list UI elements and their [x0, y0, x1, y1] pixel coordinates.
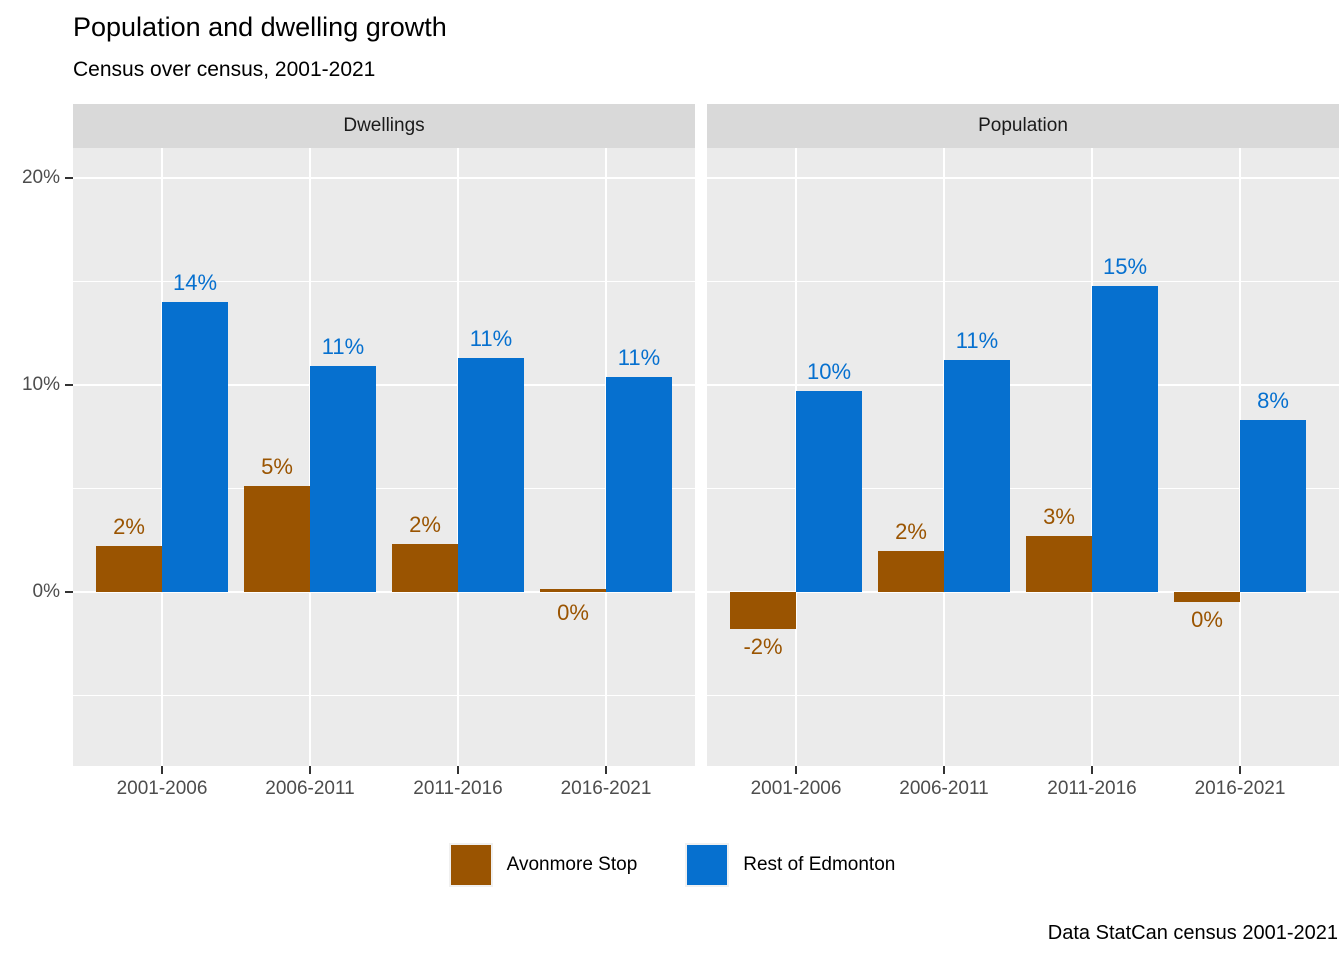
bar-rest-of-edmonton: [796, 391, 862, 592]
bar-avonmore-stop: [1174, 592, 1240, 603]
bar-rest-of-edmonton: [458, 358, 524, 592]
bar-value-label: 11%: [617, 344, 661, 370]
x-axis-label: 2011-2016: [413, 778, 503, 799]
x-axis-tick: [457, 766, 459, 774]
y-axis-tick: [65, 591, 73, 593]
bar-value-label: 14%: [172, 270, 218, 296]
bar-avonmore-stop: [540, 589, 606, 592]
bar-avonmore-stop: [1026, 536, 1092, 592]
bar-value-label: 10%: [806, 359, 852, 385]
gridline-major: [73, 177, 695, 179]
chart-caption: Data StatCan census 2001-2021: [1047, 922, 1338, 944]
chart-subtitle: Census over census, 2001-2021: [73, 58, 376, 81]
bar-value-label: 3%: [1043, 504, 1075, 530]
bar-avonmore-stop: [392, 544, 458, 592]
gridline-minor: [73, 694, 695, 697]
x-axis-tick: [943, 766, 945, 774]
bar-value-label: 11%: [469, 326, 513, 352]
x-axis-label: 2016-2021: [560, 778, 652, 799]
gridline-major: [73, 384, 695, 386]
x-axis-label: 2006-2011: [899, 778, 989, 799]
gridline-minor: [707, 487, 1339, 490]
legend-label: Rest of Edmonton: [743, 854, 896, 875]
bar-value-label: 11%: [955, 328, 999, 354]
legend-item-avonmore-stop: Avonmore Stop: [448, 843, 638, 887]
legend-label: Avonmore Stop: [506, 854, 638, 875]
gridline-minor: [73, 280, 695, 283]
facet-population: Population -2% 10% 2% 11% 3% 15% 0% 8% 2001-2006 2…: [707, 104, 1339, 826]
bar-rest-of-edmonton: [162, 302, 228, 592]
bar-value-label: 2%: [895, 518, 927, 544]
gridline-major: [707, 177, 1339, 179]
gridline-major: [73, 591, 695, 593]
bar-value-label: 0%: [557, 600, 589, 625]
bar-value-label: 0%: [1191, 607, 1223, 633]
x-axis-label: 2001-2006: [750, 778, 842, 799]
bar-value-label: -2%: [743, 634, 783, 660]
bar-value-label: 8%: [1257, 388, 1289, 414]
bar-avonmore-stop: [96, 546, 162, 592]
gridline-major: [707, 384, 1339, 386]
bar-rest-of-edmonton: [944, 360, 1010, 592]
gridline-major: [707, 591, 1339, 593]
x-axis-label: 2006-2011: [265, 778, 355, 799]
bar-avonmore-stop: [878, 550, 944, 592]
y-axis-label: 10%: [21, 374, 60, 395]
x-axis-tick: [309, 766, 311, 774]
panel-population: -2% 10% 2% 11% 3% 15% 0% 8%: [707, 148, 1339, 766]
chart-title: Population and dwelling growth: [73, 12, 447, 42]
x-axis-tick: [795, 766, 797, 774]
gridline-minor: [707, 280, 1339, 283]
legend-key: [685, 843, 730, 887]
x-axis-tick: [1239, 766, 1241, 774]
facet-dwellings: Dwellings 2% 14% 5% 11% 2% 11% 0% 11% 2001-2006 20…: [73, 104, 695, 826]
facet-strip-label: Population: [707, 104, 1339, 148]
gridline-minor: [707, 694, 1339, 697]
bar-rest-of-edmonton: [1240, 420, 1306, 592]
y-axis-tick: [65, 177, 73, 179]
legend-swatch-icon: [450, 845, 491, 885]
bar-value-label: 15%: [1102, 253, 1148, 279]
y-axis-label: 0%: [32, 581, 60, 602]
legend-item-rest-of-edmonton: Rest of Edmonton: [685, 843, 895, 887]
facet-strip-label: Dwellings: [73, 104, 695, 148]
y-axis-tick: [65, 384, 73, 386]
bar-value-label: 11%: [321, 334, 365, 360]
legend: Avonmore Stop Rest of Edmonton: [0, 843, 1344, 887]
gridline-minor: [73, 487, 695, 490]
panel-dwellings: 2% 14% 5% 11% 2% 11% 0% 11%: [73, 148, 695, 766]
bar-avonmore-stop: [730, 592, 796, 630]
bar-rest-of-edmonton: [1092, 285, 1158, 592]
y-axis-label: 20%: [21, 167, 60, 188]
legend-swatch-icon: [687, 845, 728, 885]
bar-avonmore-stop: [244, 486, 310, 592]
x-axis-label: 2016-2021: [1194, 778, 1286, 799]
bar-rest-of-edmonton: [606, 376, 672, 592]
x-axis-tick: [1091, 766, 1093, 774]
legend-key: [448, 843, 493, 887]
x-axis-label: 2001-2006: [116, 778, 208, 799]
x-axis-tick: [161, 766, 163, 774]
bar-value-label: 5%: [261, 454, 293, 480]
x-axis-label: 2011-2016: [1047, 778, 1137, 799]
x-axis-tick: [605, 766, 607, 774]
bar-rest-of-edmonton: [310, 366, 376, 592]
bar-value-label: 2%: [409, 512, 441, 538]
bar-value-label: 2%: [113, 514, 145, 540]
